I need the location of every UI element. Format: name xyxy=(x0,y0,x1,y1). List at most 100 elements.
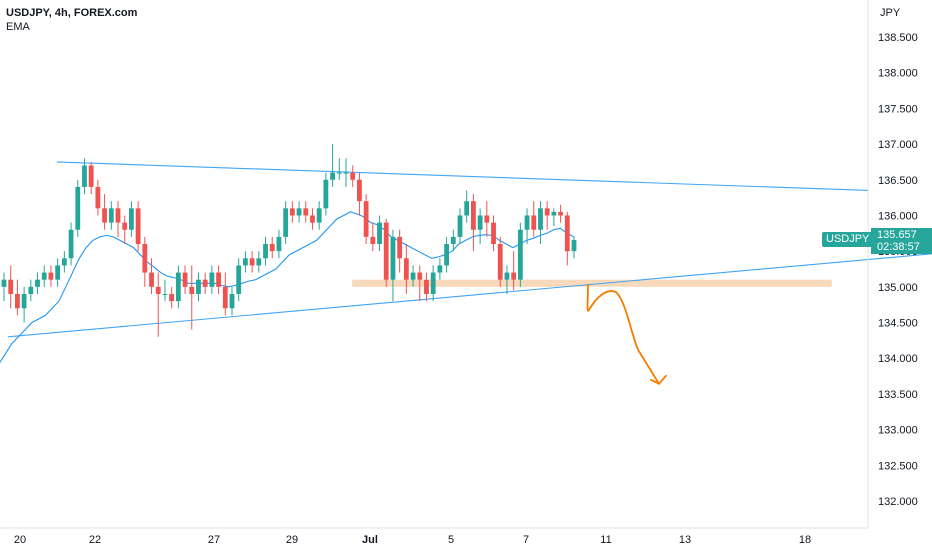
candle[interactable] xyxy=(497,236,503,287)
candle[interactable] xyxy=(256,251,262,273)
candle[interactable] xyxy=(102,194,107,230)
candle[interactable] xyxy=(88,161,94,195)
candle[interactable] xyxy=(55,258,61,287)
price-axis[interactable]: JPY 138.500 138.000 137.500 137.000 136.500 1… xyxy=(878,7,918,508)
candle[interactable] xyxy=(417,265,423,302)
candle[interactable] xyxy=(229,286,235,316)
candle[interactable] xyxy=(162,279,168,302)
candle[interactable] xyxy=(142,236,148,287)
candle[interactable] xyxy=(155,272,161,337)
candle-body xyxy=(276,236,282,252)
candle[interactable] xyxy=(276,229,282,259)
candle[interactable] xyxy=(303,201,309,223)
candle[interactable] xyxy=(457,208,463,245)
candle[interactable] xyxy=(464,190,470,223)
candle[interactable] xyxy=(263,236,268,266)
candle[interactable] xyxy=(444,236,449,273)
candle[interactable] xyxy=(511,251,517,291)
candle[interactable] xyxy=(383,219,389,287)
time-axis[interactable]: 20 22 27 29 Jul 5 7 11 13 18 xyxy=(14,534,811,546)
candle[interactable] xyxy=(48,265,54,287)
candle[interactable] xyxy=(531,201,537,237)
candle[interactable] xyxy=(357,172,362,216)
support-zone-rect[interactable] xyxy=(352,279,832,287)
candle[interactable] xyxy=(41,265,47,287)
candle[interactable] xyxy=(202,272,208,294)
candle-body xyxy=(370,236,376,245)
candle[interactable] xyxy=(115,201,121,237)
candle[interactable] xyxy=(558,204,563,223)
symbol-title[interactable]: USDJPY, 4h, FOREX.com xyxy=(6,7,138,19)
candle[interactable] xyxy=(316,201,322,230)
upper-trendline[interactable] xyxy=(56,161,869,192)
candle[interactable] xyxy=(350,165,356,187)
candle[interactable] xyxy=(437,258,443,280)
candle[interactable] xyxy=(283,201,289,245)
candle[interactable] xyxy=(484,201,490,237)
candle[interactable] xyxy=(403,244,409,294)
candle[interactable] xyxy=(68,222,74,266)
candle[interactable] xyxy=(28,279,34,302)
candle[interactable] xyxy=(504,265,510,294)
candle[interactable] xyxy=(310,208,315,230)
candle[interactable] xyxy=(169,286,175,309)
candle[interactable] xyxy=(175,265,181,309)
candle[interactable] xyxy=(377,215,382,252)
candle[interactable] xyxy=(75,179,81,237)
candle[interactable] xyxy=(390,229,396,302)
candle[interactable] xyxy=(1,272,7,302)
candle[interactable] xyxy=(336,158,342,180)
time-tick-label: 22 xyxy=(89,534,101,546)
candle-body xyxy=(68,229,74,259)
candle[interactable] xyxy=(430,265,436,302)
candle[interactable] xyxy=(397,229,403,273)
candle[interactable] xyxy=(196,272,201,302)
candle[interactable] xyxy=(189,265,195,330)
candle[interactable] xyxy=(21,286,27,323)
candle[interactable] xyxy=(82,158,87,195)
candle[interactable] xyxy=(135,201,141,252)
candle[interactable] xyxy=(216,265,221,294)
indicator-label[interactable]: EMA xyxy=(6,21,30,33)
candle[interactable] xyxy=(122,215,128,245)
candle[interactable] xyxy=(450,229,456,252)
candle[interactable] xyxy=(209,265,215,294)
candle[interactable] xyxy=(538,201,543,245)
candle[interactable] xyxy=(296,201,302,223)
ema-line[interactable] xyxy=(0,211,575,366)
candle[interactable] xyxy=(61,251,67,273)
candle[interactable] xyxy=(269,236,275,259)
candle[interactable] xyxy=(323,172,329,216)
candle[interactable] xyxy=(249,251,255,273)
candle[interactable] xyxy=(15,279,20,316)
candle[interactable] xyxy=(410,265,416,287)
candle[interactable] xyxy=(363,194,369,245)
candle[interactable] xyxy=(8,265,14,309)
candle[interactable] xyxy=(370,222,376,252)
candle[interactable] xyxy=(236,258,242,302)
candle[interactable] xyxy=(571,236,577,259)
candle[interactable] xyxy=(149,258,154,294)
projection-path[interactable] xyxy=(586,283,660,385)
candle[interactable] xyxy=(491,215,496,252)
lower-trendline[interactable] xyxy=(7,237,932,338)
candle[interactable] xyxy=(551,208,557,227)
candle[interactable] xyxy=(524,208,530,245)
candle[interactable] xyxy=(95,179,101,216)
candle[interactable] xyxy=(477,208,483,245)
candle[interactable] xyxy=(544,201,550,230)
candle[interactable] xyxy=(424,272,429,302)
candle[interactable] xyxy=(564,211,570,266)
candle[interactable] xyxy=(517,222,523,287)
candle[interactable] xyxy=(330,144,335,187)
candle[interactable] xyxy=(343,158,349,187)
candle[interactable] xyxy=(471,194,476,252)
candle[interactable] xyxy=(108,201,114,230)
candle[interactable] xyxy=(289,201,295,223)
candle[interactable] xyxy=(35,272,40,294)
candle[interactable] xyxy=(222,272,228,316)
candle[interactable] xyxy=(182,265,188,294)
candle[interactable] xyxy=(129,201,134,237)
candle[interactable] xyxy=(243,251,248,273)
